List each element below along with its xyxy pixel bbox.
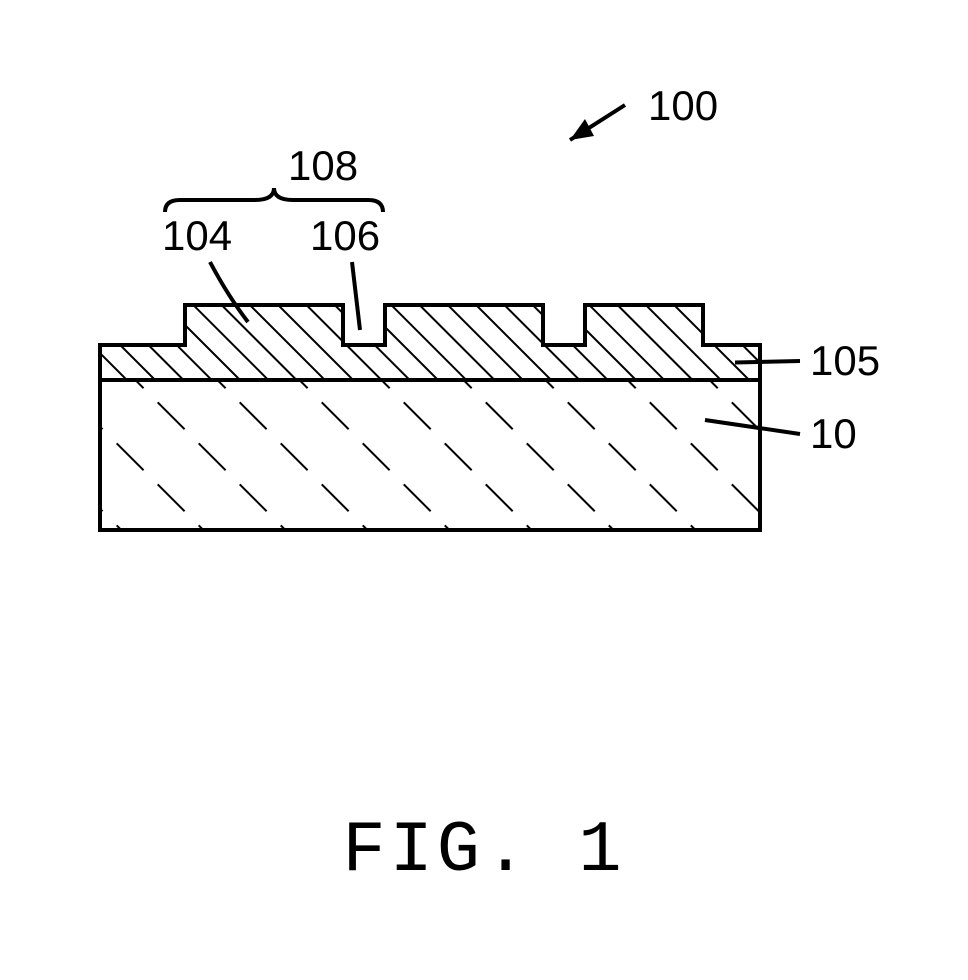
film-layer: [100, 305, 760, 380]
ref-100-arrow: [570, 105, 625, 140]
ref-10-label: 10: [810, 410, 857, 457]
ref-108-label: 108: [288, 142, 358, 189]
ref-108-brace: [165, 188, 383, 212]
ref-106-leader: [352, 262, 360, 330]
ref-104-label: 104: [162, 212, 232, 259]
ref-105-leader: [735, 361, 800, 363]
ref-100-label: 100: [648, 82, 718, 129]
figure-caption: FIG. 1: [342, 810, 625, 892]
ref-105-label: 105: [810, 337, 880, 384]
substrate-layer: [100, 380, 760, 530]
ref-106-label: 106: [310, 212, 380, 259]
